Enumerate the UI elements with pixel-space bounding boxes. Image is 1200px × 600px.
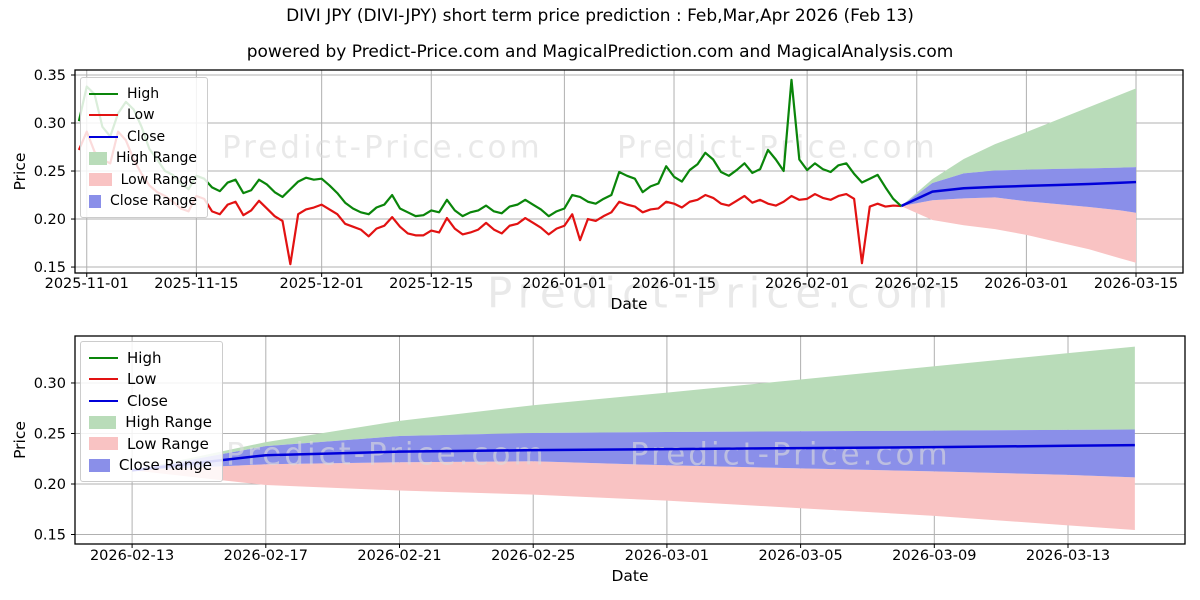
legend-item-high: High [89,83,197,105]
low-history-line [77,130,902,266]
x-tick-label: 2026-03-13 [1026,548,1110,564]
close-line-swatch [89,399,118,402]
x-axis-label: Date [610,295,647,313]
low-range-band [901,197,1137,263]
y-tick-label: 0.35 [34,68,66,84]
legend-label: Close [127,128,166,145]
legend-item-low: Low [89,105,197,127]
plot-border [74,335,1186,545]
legend-item-high-range: High Range [89,412,212,434]
legend-item-low-range: Low Range [89,433,212,455]
low-range-band [132,461,1135,530]
legend-item-close: Close [89,126,197,148]
axis-ticks: 2025-11-01 2025-11-15 2025-12-01 2025-12-15… [34,68,1178,292]
x-tick-label: 2026-02-17 [224,548,308,564]
close-range-band [132,429,1135,478]
legend-label: Close Range [118,456,212,475]
legend-item-close-range: Close Range [89,455,212,477]
close-range-band [901,167,1137,213]
y-tick-label: 0.30 [34,376,66,392]
watermark-text: Predict-Price.com [487,269,954,318]
close_range-patch-swatch [89,458,110,472]
x-tick-label: 2025-11-01 [45,276,129,292]
chart-subtitle: powered by Predict-Price.com and Magical… [246,42,954,62]
x-tick-label: 2026-02-25 [491,548,575,564]
high-line-swatch [89,356,118,359]
y-tick-label: 0.25 [34,426,66,442]
x-tick-label: 2026-01-01 [522,276,606,292]
legend-label: High [127,85,160,102]
legend-item-high-range: High Range [89,148,197,170]
x-tick-label: 2026-03-01 [984,276,1068,292]
watermark-text: Predict-Price.com [630,437,951,473]
legend-label: Close [127,391,168,410]
axis-ticks: 2026-02-13 2026-02-17 2026-02-21 2026-02-25… [34,376,1110,564]
legend-label: Low Range [120,171,197,188]
close-prediction-line [900,180,1137,208]
y-axis-label: Price [11,421,29,459]
x-tick-label: 2026-01-15 [632,276,716,292]
x-tick-label: 2026-03-09 [892,548,976,564]
high-range-band [132,346,1135,471]
overview-chart: Predict-Price.com Predict-Price.comPredic… [11,68,1184,318]
x-tick-label: 2026-02-13 [90,548,174,564]
x-tick-label: 2026-02-01 [765,276,849,292]
chart-title: DIVI JPY (DIVI-JPY) short term price pre… [286,6,914,26]
legend-label: High Range [125,413,212,432]
close-line-swatch [89,135,118,138]
close_range-patch-swatch [89,194,102,208]
y-axis-label: Price [11,153,29,191]
low_range-patch-swatch [89,437,118,451]
legend-label: High [127,348,162,367]
low-line-swatch [89,114,118,117]
y-tick-label: 0.15 [34,528,66,544]
x-tick-label: 2025-11-15 [154,276,238,292]
x-tick-label: 2026-02-21 [357,548,441,564]
legend-label: High Range [116,150,197,167]
high_range-patch-swatch [89,151,107,165]
detail-chart-legend: High Low Close High Range Low Range Close Ran… [80,341,223,482]
y-tick-label: 0.25 [34,164,66,180]
prediction-detail-chart: Predict-Price.com Predict-Price.com2026-0… [11,335,1186,585]
close-prediction-line [131,443,1135,472]
high_range-patch-swatch [89,415,117,429]
legend-label: Low [127,107,155,124]
x-tick-label: 2025-12-01 [280,276,364,292]
y-tick-label: 0.30 [34,116,66,132]
legend-item-close-range: Close Range [89,191,197,213]
low-line-swatch [89,378,118,381]
x-tick-label: 2026-03-05 [758,548,842,564]
overview-chart-legend: High Low Close High Range Low Range Close Ran… [80,77,208,218]
high-range-band [901,88,1137,207]
legend-label: Close Range [110,193,197,210]
y-tick-label: 0.15 [34,260,66,276]
legend-item-high: High [89,347,212,369]
legend-item-low: Low [89,369,212,391]
watermark-text: Predict-Price.com [222,130,543,166]
legend-label: Low Range [127,434,209,453]
high-line-swatch [89,92,118,95]
x-tick-label: 2026-03-15 [1094,276,1178,292]
x-tick-label: 2026-02-15 [875,276,959,292]
x-axis-label: Date [611,567,648,585]
legend-item-low-range: Low Range [89,169,197,191]
y-tick-label: 0.20 [34,477,66,493]
x-tick-label: 2026-03-01 [625,548,709,564]
legend-label: Low [127,370,157,389]
legend-item-close: Close [89,390,212,412]
y-tick-label: 0.20 [34,212,66,228]
high-history-line [77,78,902,218]
x-tick-label: 2025-12-15 [389,276,473,292]
low_range-patch-swatch [89,173,112,187]
